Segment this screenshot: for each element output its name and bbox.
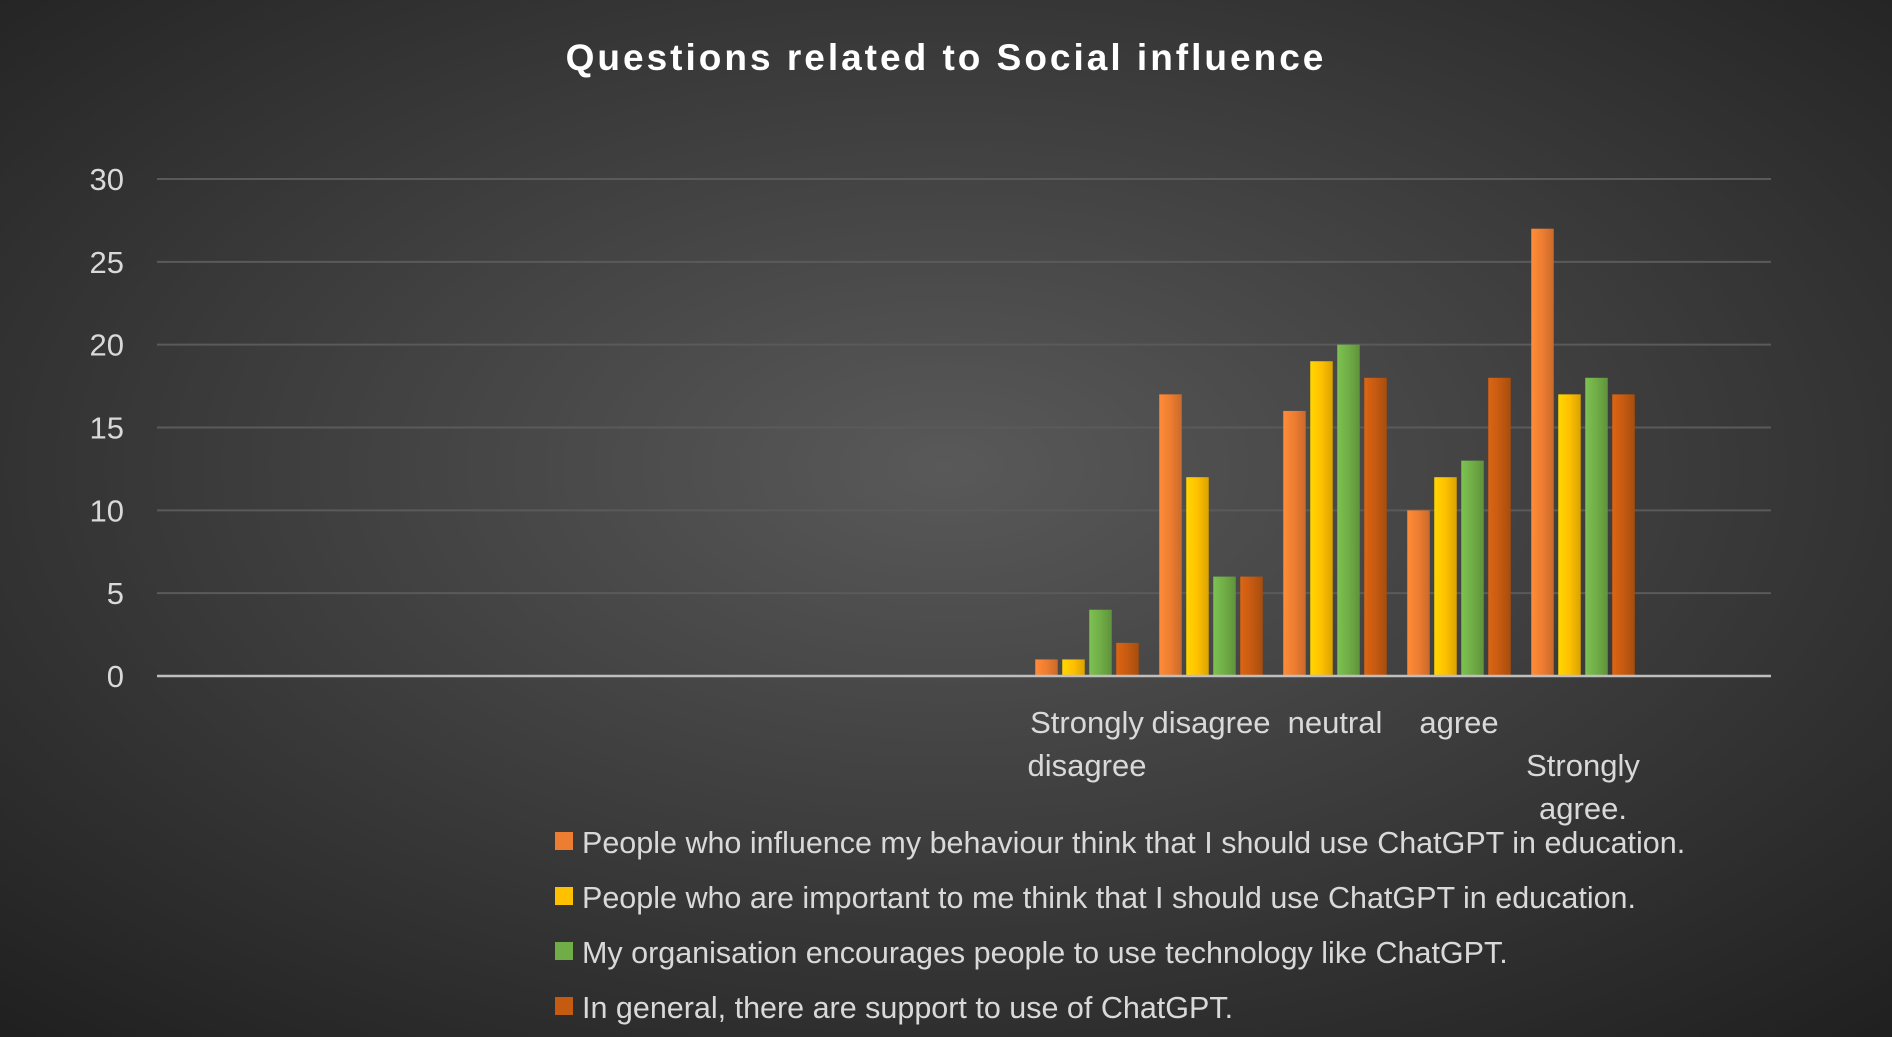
chart-title: Questions related to Social influence — [566, 37, 1327, 78]
legend-swatch-1 — [555, 832, 573, 850]
x-category-label: disagree — [1152, 705, 1271, 740]
bar-series3-cat11 — [1461, 460, 1484, 676]
bar-series2-cat12 — [1558, 394, 1581, 676]
x-category-label: disagree — [1028, 748, 1147, 783]
bar-series1-cat12 — [1531, 228, 1554, 676]
bar-series2-cat8 — [1062, 659, 1085, 676]
legend-swatch-4 — [555, 997, 573, 1015]
y-tick-label: 15 — [90, 411, 124, 446]
bar-series4-cat12 — [1612, 394, 1635, 676]
y-tick-label: 0 — [107, 659, 124, 694]
bar-series4-cat11 — [1488, 377, 1511, 676]
bar-series4-cat8 — [1116, 642, 1139, 676]
y-axis-ticks: 0 5 10 15 20 25 30 — [90, 162, 124, 694]
gridlines — [157, 178, 1771, 595]
bar-series2-cat11 — [1434, 477, 1457, 676]
bar-series1-cat8 — [1035, 659, 1058, 676]
y-tick-label: 25 — [90, 245, 124, 280]
legend-label-2: People who are important to me think tha… — [582, 881, 1636, 915]
x-category-label: agree — [1419, 705, 1498, 740]
bar-series2-cat9 — [1186, 477, 1209, 676]
y-tick-label: 30 — [90, 162, 124, 197]
x-category-label: neutral — [1288, 705, 1383, 740]
y-tick-label: 20 — [90, 328, 124, 363]
bar-series3-cat12 — [1585, 377, 1608, 676]
y-tick-label: 10 — [90, 493, 124, 528]
legend-label-1: People who influence my behaviour think … — [582, 826, 1685, 860]
bar-series2-cat10 — [1310, 361, 1333, 676]
bar-series3-cat8 — [1089, 609, 1112, 676]
legend-label-3: My organisation encourages people to use… — [582, 936, 1508, 970]
x-category-label: Strongly — [1526, 748, 1640, 783]
bar-series3-cat9 — [1213, 576, 1236, 676]
bar-series4-cat9 — [1240, 576, 1263, 676]
legend-swatch-2 — [555, 887, 573, 905]
bar-series4-cat10 — [1364, 377, 1387, 676]
y-tick-label: 5 — [107, 576, 124, 611]
bar-series1-cat9 — [1159, 394, 1182, 676]
bars — [1035, 228, 1635, 676]
legend: People who influence my behaviour think … — [555, 826, 1685, 1025]
legend-swatch-3 — [555, 942, 573, 960]
bar-series1-cat10 — [1283, 410, 1306, 676]
bar-series1-cat11 — [1407, 510, 1430, 676]
x-category-label: agree. — [1539, 791, 1627, 826]
legend-label-4: In general, there are support to use of … — [582, 991, 1233, 1025]
bar-series3-cat10 — [1337, 344, 1360, 676]
x-category-label: Strongly — [1030, 705, 1144, 740]
